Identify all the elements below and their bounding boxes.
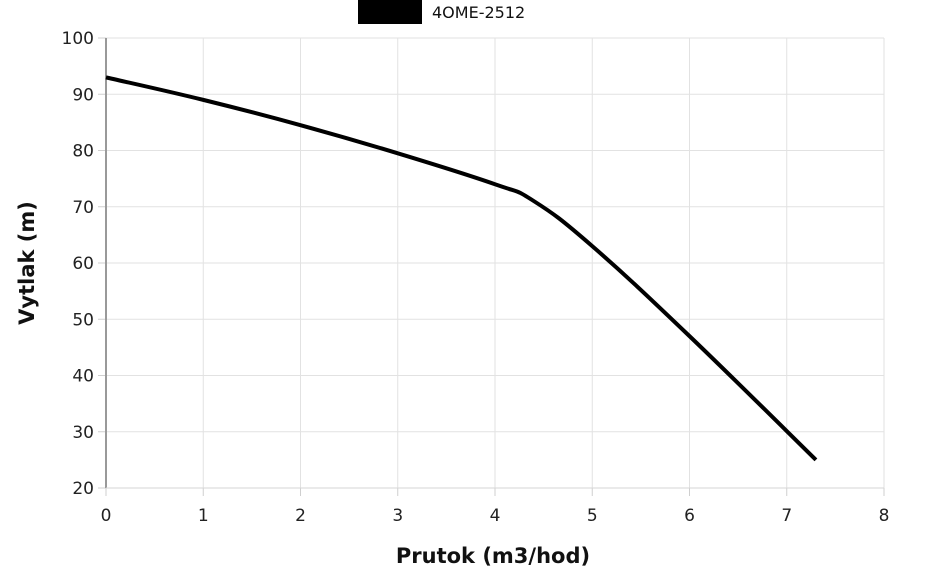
y-tick-label: 80 — [72, 142, 94, 162]
series-layer — [105, 75, 818, 462]
x-axis-title: Prutok (m3/hod) — [396, 544, 590, 568]
x-tick-label: 1 — [198, 506, 209, 526]
x-tick-label: 0 — [101, 506, 112, 526]
y-tick-label: 20 — [72, 479, 94, 499]
x-tick-label: 5 — [587, 506, 598, 526]
x-tick-label: 8 — [879, 506, 890, 526]
legend-label[interactable]: 4OME-2512 — [432, 3, 525, 22]
x-tick-label: 3 — [392, 506, 403, 526]
axes — [105, 38, 884, 489]
y-tick-labels: 20 30 40 50 60 70 80 90 100 — [62, 29, 94, 499]
y-tick-label: 70 — [72, 198, 94, 218]
y-tick-label: 90 — [72, 85, 94, 105]
x-tick-labels: 0 1 2 3 4 5 6 7 8 — [101, 506, 890, 526]
grid — [98, 37, 885, 496]
y-tick-label: 100 — [62, 29, 94, 49]
y-tick-label: 40 — [72, 367, 94, 387]
x-tick-label: 4 — [490, 506, 501, 526]
legend[interactable]: 4OME-2512 — [358, 0, 525, 24]
x-tick-label: 6 — [684, 506, 695, 526]
y-tick-label: 30 — [72, 423, 94, 443]
legend-swatch[interactable] — [358, 0, 422, 24]
series-line — [105, 75, 818, 462]
y-tick-label: 50 — [72, 310, 94, 330]
y-axis-title: Vytlak (m) — [15, 201, 39, 325]
x-tick-label: 2 — [295, 506, 306, 526]
x-tick-label: 7 — [781, 506, 792, 526]
y-tick-label: 60 — [72, 254, 94, 274]
